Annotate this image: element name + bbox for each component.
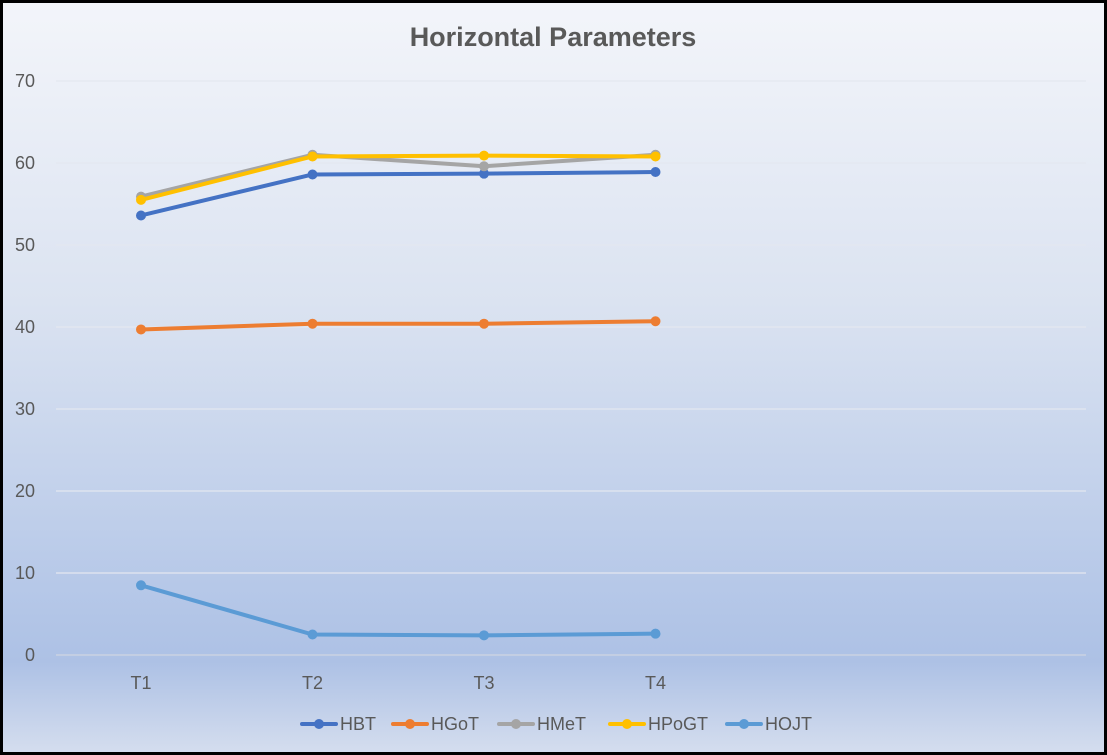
legend-label: HMeT (537, 714, 586, 734)
data-point-hgot (650, 316, 661, 327)
data-point-hojt (479, 630, 489, 641)
series-line-hojt (139, 583, 658, 638)
x-tick-label: T1 (130, 673, 151, 693)
data-point-hgot (307, 318, 318, 329)
x-axis: T1 T2 T3 T4 (130, 673, 666, 693)
legend-marker-hojt (739, 719, 749, 729)
x-tick-label: T4 (645, 673, 666, 693)
y-tick-label: 50 (15, 235, 35, 255)
gridlines (56, 80, 1086, 656)
legend-marker-hbt (314, 719, 324, 729)
x-tick-label: T2 (302, 673, 323, 693)
data-point-hgot (136, 324, 146, 335)
data-point-hpogt (479, 150, 489, 161)
legend-marker-hmet (511, 719, 521, 729)
data-point-hbt (136, 210, 146, 221)
legend-item-hbt: HBT (300, 714, 376, 734)
y-tick-label: 30 (15, 399, 35, 419)
data-point-hbt (307, 169, 318, 180)
series-line-hmet (139, 152, 658, 199)
legend-label: HPoGT (648, 714, 708, 734)
data-point-hojt (307, 629, 318, 640)
legend-label: HGoT (431, 714, 479, 734)
y-tick-label: 20 (15, 481, 35, 501)
series-line-hpogt (139, 153, 658, 202)
data-point-hpogt (136, 194, 146, 205)
plot-area (136, 149, 661, 641)
data-point-hpogt (307, 151, 318, 162)
chart-title: Horizontal Parameters (410, 22, 697, 52)
series-line-hbt (139, 170, 658, 218)
legend-label: HOJT (765, 714, 812, 734)
legend-marker-hpogt (622, 719, 632, 729)
data-point-hmet (479, 161, 489, 172)
legend-marker-hgot (405, 719, 415, 729)
data-point-hbt (650, 167, 661, 178)
y-axis: 0 10 20 30 40 50 60 70 (15, 71, 35, 665)
data-point-hojt (136, 580, 146, 591)
data-point-hpogt (650, 151, 661, 162)
y-tick-label: 10 (15, 563, 35, 583)
y-tick-label: 70 (15, 71, 35, 91)
data-point-hojt (650, 628, 661, 639)
legend-item-hpogt: HPoGT (608, 714, 708, 734)
legend-item-hojt: HOJT (725, 714, 812, 734)
data-point-hbt (479, 168, 489, 179)
y-tick-label: 40 (15, 317, 35, 337)
x-tick-label: T3 (473, 673, 494, 693)
y-tick-label: 60 (15, 153, 35, 173)
legend-item-hmet: HMeT (497, 714, 586, 734)
y-tick-label: 0 (25, 645, 35, 665)
series-line-hgot (139, 319, 658, 332)
data-point-hgot (479, 318, 489, 329)
legend-label: HBT (340, 714, 376, 734)
legend: HBT HGoT HMeT HPoGT HOJT (300, 714, 812, 734)
legend-item-hgot: HGoT (391, 714, 479, 734)
